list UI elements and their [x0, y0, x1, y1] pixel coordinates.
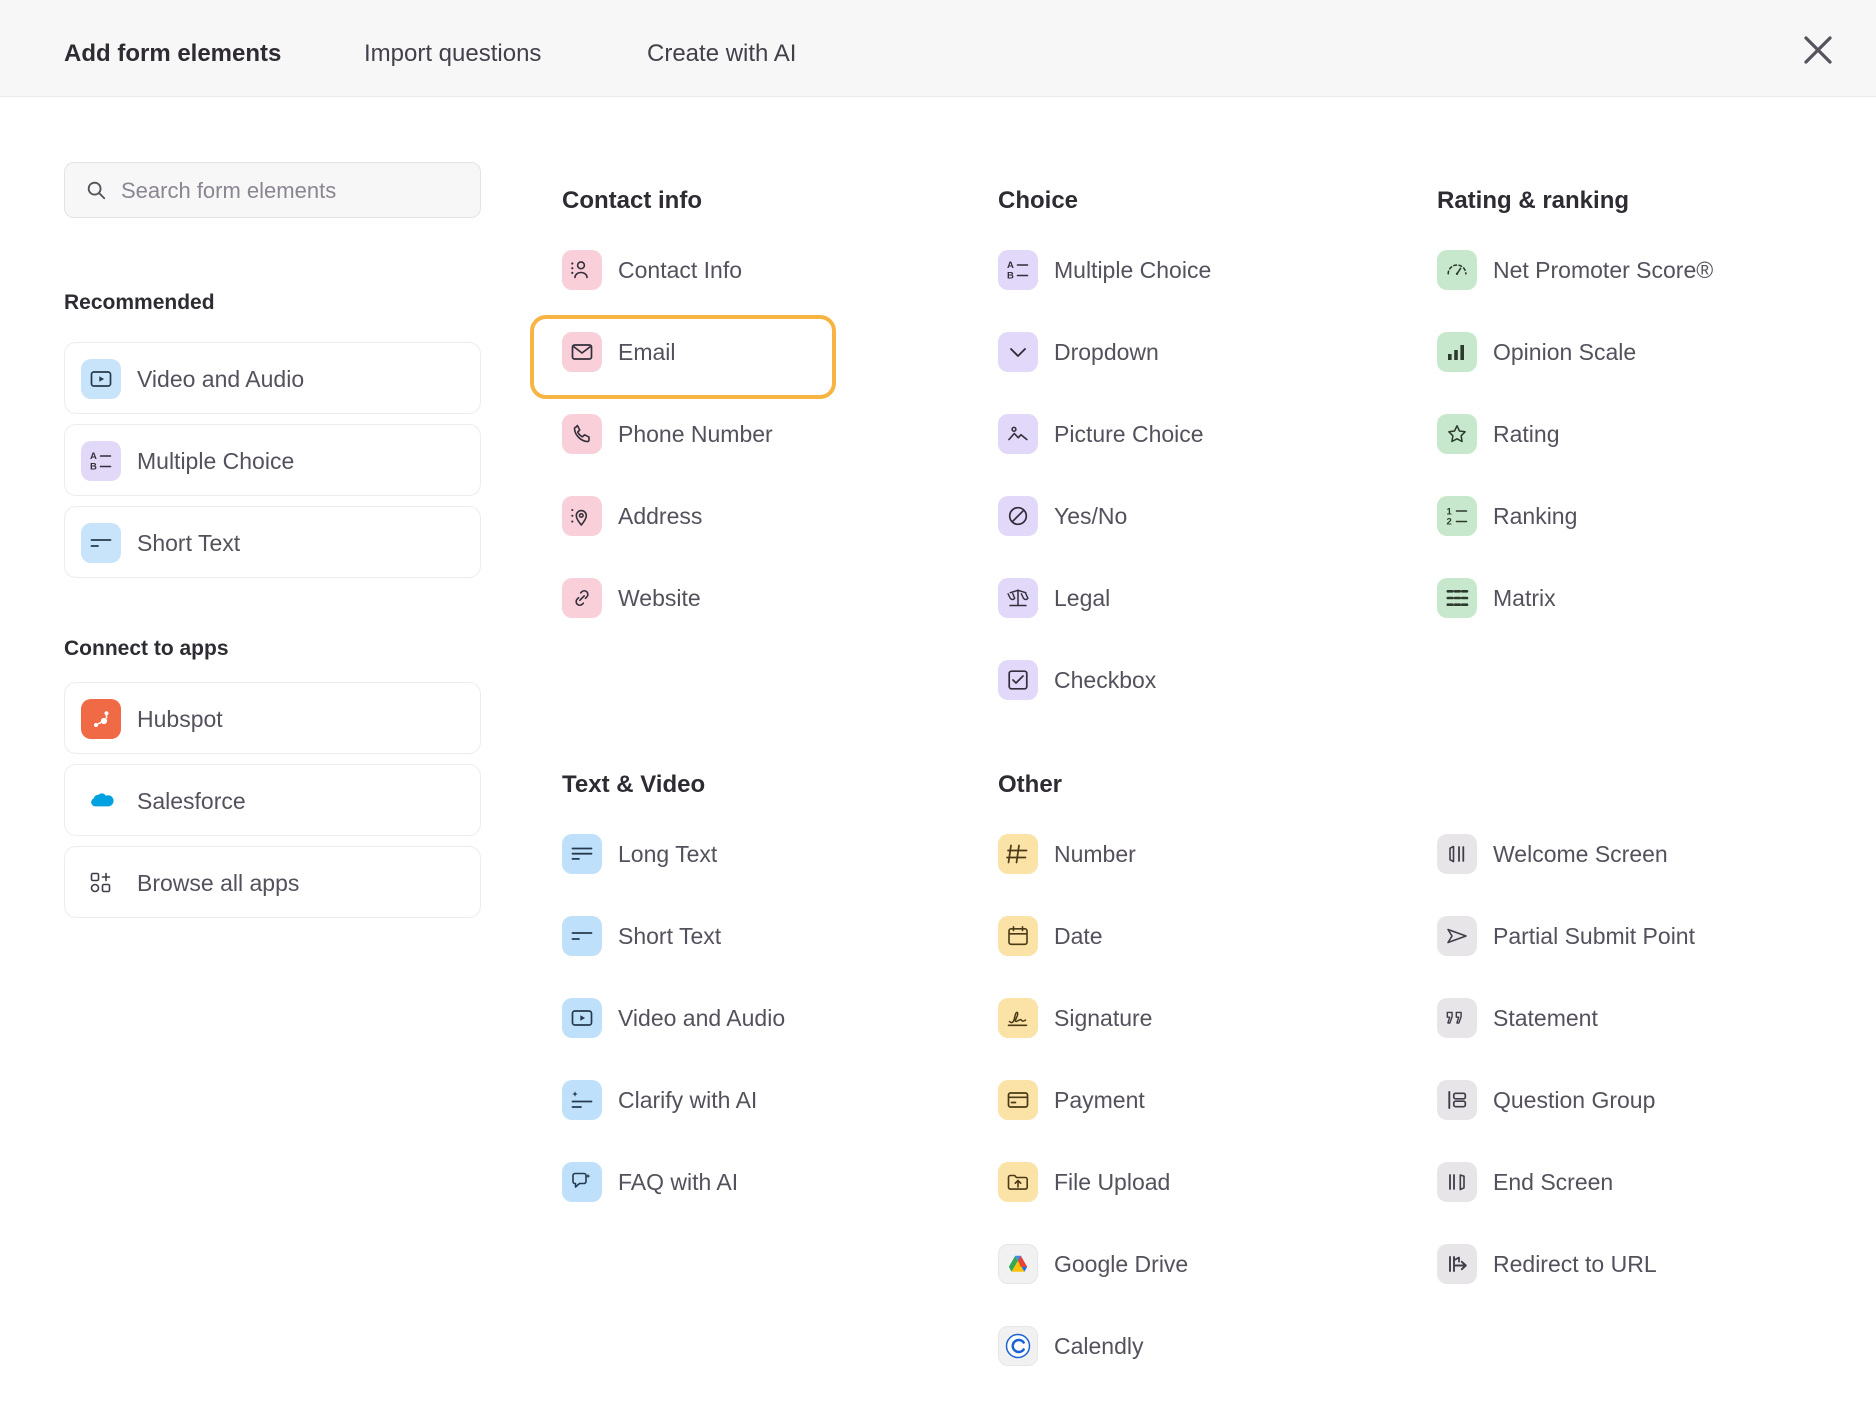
svg-text:B: B: [1007, 271, 1014, 282]
svg-text:A: A: [90, 451, 97, 462]
svg-text:A: A: [1007, 260, 1014, 271]
svg-text:2: 2: [1447, 517, 1452, 528]
svg-text:B: B: [90, 462, 97, 473]
